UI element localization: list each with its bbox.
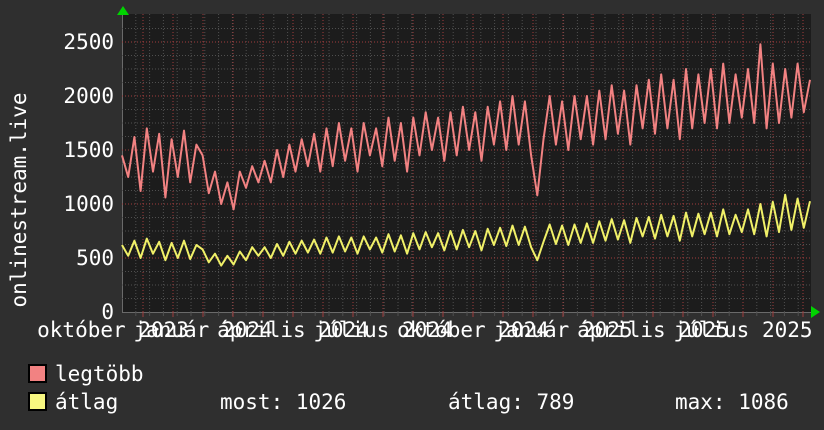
legend-swatch-legtobb xyxy=(28,364,47,383)
x-tick-label: július 2024 xyxy=(313,318,453,342)
y-tick-label: 2000 xyxy=(63,84,114,108)
y-tick-label: 1500 xyxy=(63,138,114,162)
y-tick-label: 0 xyxy=(101,300,114,324)
y-axis-arrow-up-icon xyxy=(117,6,129,15)
legend-label-legtobb: legtöbb xyxy=(55,362,144,386)
legend-row-legtobb: legtöbb xyxy=(28,363,144,385)
stat-most: most: 1026 xyxy=(220,390,347,414)
legend-row-atlag: átlag most: 1026 átlag: 789 max: 1086 xyxy=(28,391,818,413)
chart-canvas xyxy=(121,14,811,317)
series-line-atlag xyxy=(121,193,811,267)
x-tick-label: április 2024 xyxy=(217,318,369,342)
y-tick-label: 2500 xyxy=(63,30,114,54)
x-tick-label: április 2025 xyxy=(577,318,729,342)
legend-swatch-atlag xyxy=(28,392,47,411)
legend-label-atlag: átlag xyxy=(55,390,119,414)
x-tick-label: július 2025 xyxy=(673,318,813,342)
x-tick-label: október 2024 xyxy=(397,318,549,342)
x-tick-label: október 2023 xyxy=(37,318,189,342)
stat-max: max: 1086 xyxy=(675,390,789,414)
x-axis-arrow-right-icon xyxy=(811,306,820,318)
y-tick-label: 1000 xyxy=(63,192,114,216)
stat-atlag: átlag: 789 xyxy=(448,390,575,414)
y-tick-label: 500 xyxy=(76,246,114,270)
x-tick-label: január 2024 xyxy=(133,318,273,342)
x-tick-label: január 2025 xyxy=(493,318,633,342)
series-line-legtobb xyxy=(121,43,811,211)
